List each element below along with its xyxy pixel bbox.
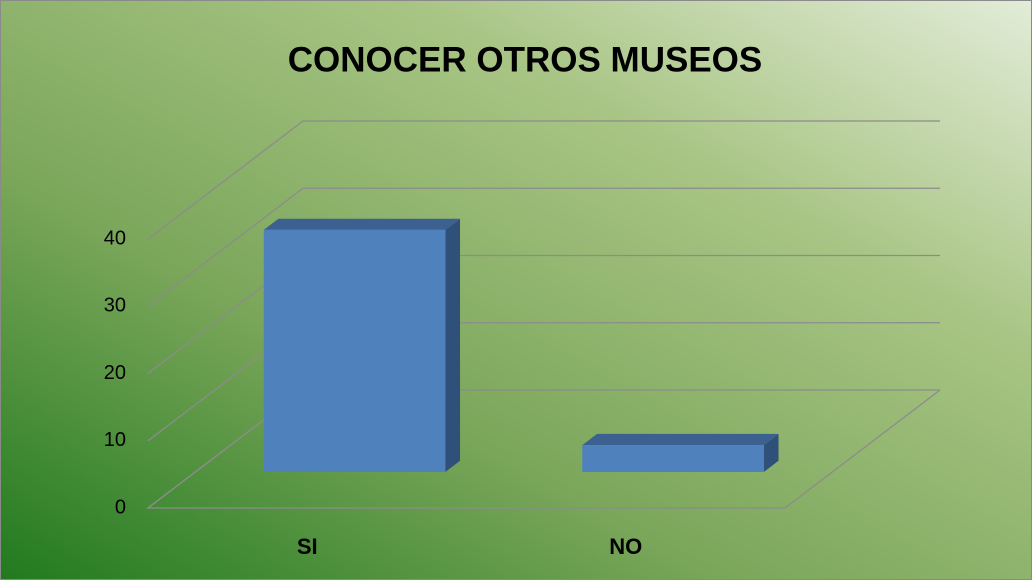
y-tick-label: 10	[104, 429, 126, 451]
y-tick-label: 0	[115, 496, 126, 518]
x-tick-label: NO	[609, 534, 642, 559]
bar	[582, 445, 764, 473]
bar-side	[763, 433, 779, 473]
x-tick-label: SI	[297, 534, 318, 559]
bar-top	[582, 433, 779, 446]
chart-title: CONOCER OTROS MUSEOS	[288, 40, 762, 79]
bar-top	[263, 218, 461, 230]
y-tick-label: 40	[104, 227, 126, 249]
y-tick-label: 20	[104, 362, 126, 384]
grid-line	[147, 120, 940, 240]
bar	[263, 229, 446, 473]
grid-line	[147, 187, 940, 307]
y-tick-label: 30	[104, 295, 126, 317]
bar-side	[445, 218, 461, 473]
